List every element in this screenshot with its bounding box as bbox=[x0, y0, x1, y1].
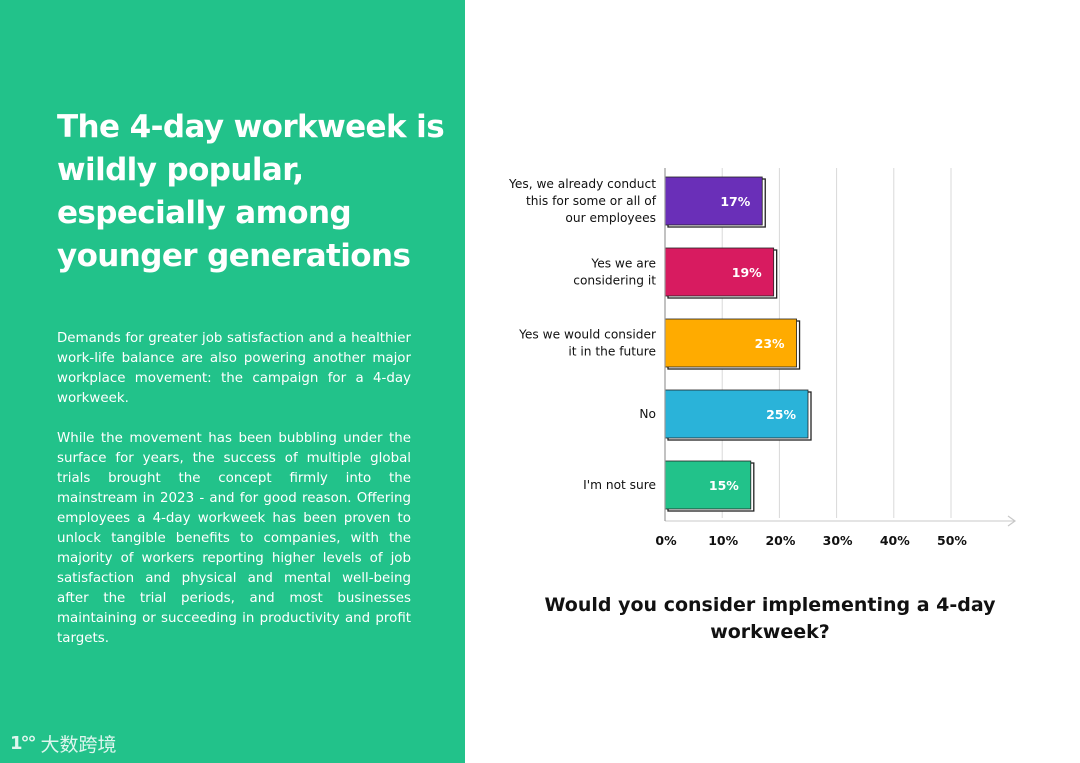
category-label: Yes we are considering it bbox=[573, 257, 656, 288]
category-label-line: No bbox=[639, 407, 656, 421]
paragraph-2: While the movement has been bubbling und… bbox=[57, 431, 411, 646]
bar-shadow bbox=[667, 320, 801, 370]
x-tick-label: 0% bbox=[655, 533, 677, 548]
watermark-logo-icon: 1°° bbox=[10, 733, 36, 754]
category-label-line: it in the future bbox=[568, 345, 656, 359]
grid-layer bbox=[721, 168, 952, 518]
bar-shadow bbox=[667, 178, 766, 228]
x-tick-label: 30% bbox=[823, 533, 853, 548]
bar-value-label: 17% bbox=[720, 194, 750, 209]
category-label-line: Yes, we already conduct bbox=[508, 177, 656, 191]
bar bbox=[664, 460, 752, 510]
bar-shadow bbox=[667, 249, 778, 299]
watermark: 1°° 大数跨境 bbox=[10, 730, 117, 757]
watermark-text: 大数跨境 bbox=[40, 734, 117, 756]
category-label-line: Yes we would consider bbox=[518, 328, 657, 342]
bar-value-label: 19% bbox=[732, 265, 762, 280]
bar-shadow bbox=[667, 391, 812, 441]
x-axis-arrow-icon bbox=[1007, 515, 1017, 527]
category-label-line: our employees bbox=[565, 211, 656, 225]
label-layer: 17% Yes, we already conduct this for some … bbox=[508, 177, 796, 493]
paragraph-1: Demands for greater job satisfaction and… bbox=[57, 331, 411, 406]
x-tick-label: 40% bbox=[880, 533, 910, 548]
category-label-line: I'm not sure bbox=[583, 478, 656, 492]
bar-value-label: 25% bbox=[766, 407, 796, 422]
x-tick-label: 10% bbox=[708, 533, 738, 548]
bar bbox=[664, 247, 775, 297]
bar bbox=[664, 389, 809, 439]
category-label: Yes, we already conduct this for some or … bbox=[508, 177, 657, 225]
axis-layer: 0% 10% 20% 30% 40% 50% bbox=[655, 168, 1017, 548]
bar-layer bbox=[664, 176, 812, 512]
x-tick-label: 50% bbox=[937, 533, 967, 548]
headline: The 4-day workweek is wildly popular, es… bbox=[57, 109, 445, 274]
chart-title: Would you consider implementing a 4-day … bbox=[544, 594, 996, 643]
bar-value-label: 23% bbox=[755, 336, 785, 351]
category-label: Yes we would consider it in the future bbox=[518, 328, 657, 359]
bar bbox=[664, 176, 763, 226]
category-label-line: this for some or all of bbox=[526, 194, 657, 208]
x-tick-label: 20% bbox=[765, 533, 795, 548]
bar-value-label: 15% bbox=[709, 478, 739, 493]
left-panel: The 4-day workweek is wildly popular, es… bbox=[0, 0, 465, 763]
category-label: I'm not sure bbox=[583, 478, 656, 492]
category-label-line: considering it bbox=[573, 274, 656, 288]
body-text: Demands for greater job satisfaction and… bbox=[57, 329, 411, 669]
category-label-line: Yes we are bbox=[590, 257, 656, 271]
category-label: No bbox=[639, 407, 656, 421]
bar-shadow bbox=[667, 462, 755, 512]
bar bbox=[664, 318, 797, 368]
